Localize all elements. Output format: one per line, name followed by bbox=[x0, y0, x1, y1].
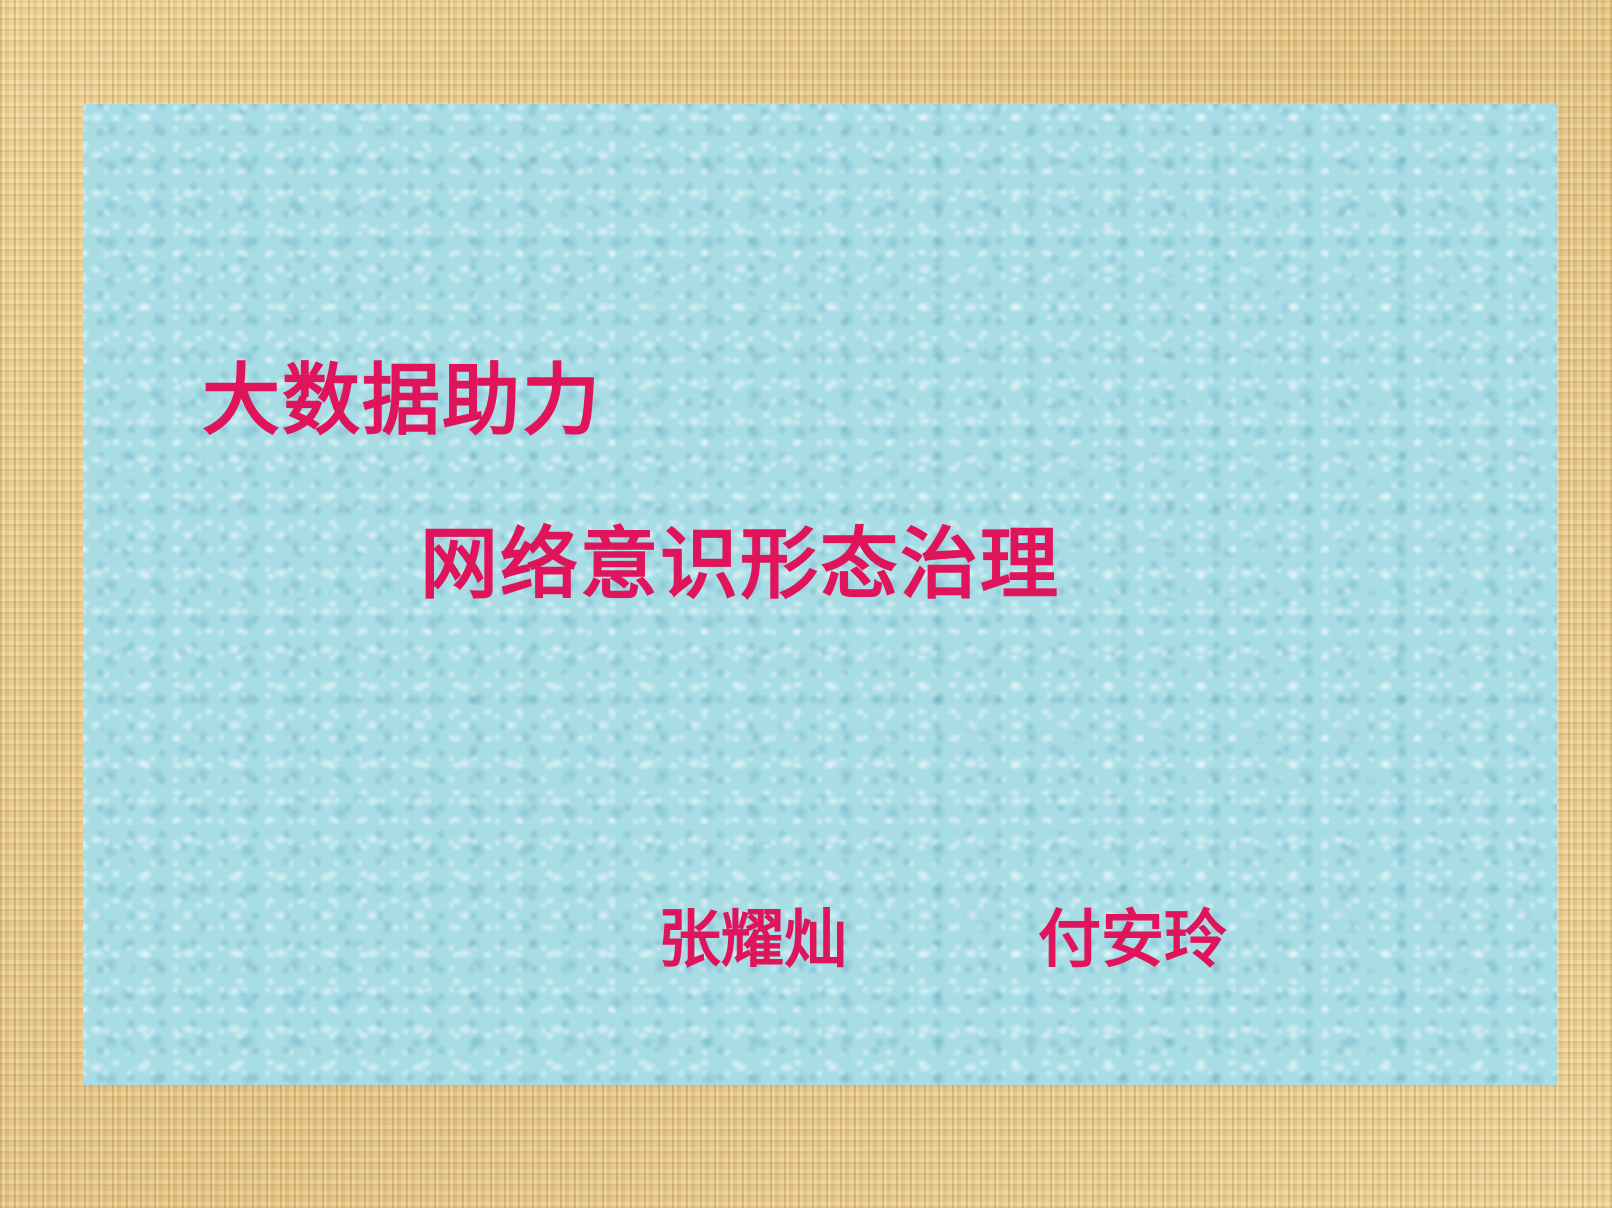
title-line-1: 大数据助力 bbox=[202, 356, 603, 446]
water-droplet-panel bbox=[83, 104, 1557, 1085]
author-name-1: 张耀灿 bbox=[658, 903, 847, 976]
author-name-2: 付安玲 bbox=[1038, 903, 1227, 976]
title-line-2: 网络意识形态治理 bbox=[420, 520, 1061, 610]
